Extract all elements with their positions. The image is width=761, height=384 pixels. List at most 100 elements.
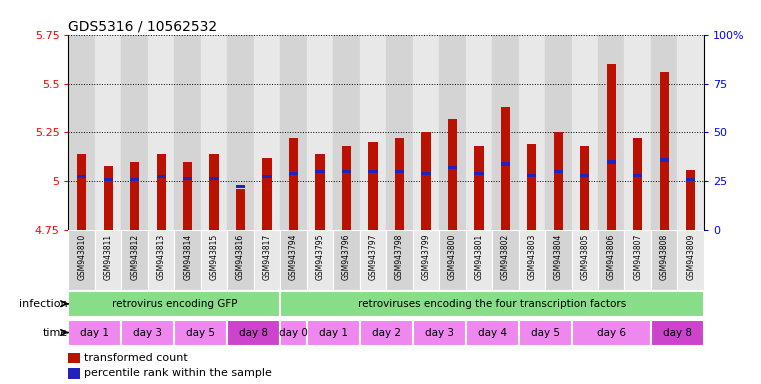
Text: day 5: day 5 (530, 328, 559, 338)
Bar (598, 230, 625, 290)
Bar (660, 158, 669, 162)
Bar (333, 35, 360, 230)
Bar (263, 158, 272, 230)
Bar (130, 178, 139, 181)
Bar (209, 177, 218, 180)
Bar (466, 320, 518, 346)
Bar (598, 35, 625, 230)
Text: GSM943796: GSM943796 (342, 233, 351, 280)
Bar (263, 175, 272, 178)
Bar (201, 230, 228, 290)
Bar (395, 138, 404, 230)
Bar (174, 35, 201, 230)
Bar (307, 230, 333, 290)
Bar (254, 230, 280, 290)
Bar (686, 178, 696, 181)
Bar (342, 170, 351, 174)
Bar (554, 132, 563, 230)
Bar (280, 291, 704, 317)
Bar (280, 320, 307, 346)
Text: day 1: day 1 (81, 328, 110, 338)
Bar (518, 320, 572, 346)
Bar (68, 368, 80, 379)
Bar (148, 230, 174, 290)
Text: GSM943814: GSM943814 (183, 233, 192, 280)
Bar (280, 35, 307, 230)
Text: GSM943803: GSM943803 (527, 233, 537, 280)
Bar (68, 35, 95, 230)
Text: GSM943815: GSM943815 (209, 233, 218, 280)
Text: GSM943798: GSM943798 (395, 233, 404, 280)
Bar (183, 177, 193, 180)
Bar (447, 119, 457, 230)
Text: GSM943812: GSM943812 (130, 233, 139, 280)
Bar (422, 172, 431, 175)
Text: GSM943808: GSM943808 (660, 233, 669, 280)
Bar (95, 230, 122, 290)
Text: retroviruses encoding the four transcription factors: retroviruses encoding the four transcrip… (358, 299, 626, 309)
Text: GSM943813: GSM943813 (157, 233, 166, 280)
Text: GSM943800: GSM943800 (448, 233, 457, 280)
Bar (572, 230, 598, 290)
Text: GSM943801: GSM943801 (474, 233, 483, 280)
Text: GDS5316 / 10562532: GDS5316 / 10562532 (68, 20, 218, 33)
Bar (122, 230, 148, 290)
Bar (580, 146, 590, 230)
Text: day 4: day 4 (478, 328, 507, 338)
Bar (686, 170, 696, 230)
Bar (651, 230, 677, 290)
Bar (651, 35, 677, 230)
Bar (236, 185, 245, 188)
Bar (174, 320, 228, 346)
Bar (254, 35, 280, 230)
Text: day 2: day 2 (371, 328, 401, 338)
Bar (236, 189, 245, 230)
Text: GSM943802: GSM943802 (501, 233, 510, 280)
Text: GSM943807: GSM943807 (633, 233, 642, 280)
Bar (554, 170, 563, 174)
Bar (130, 162, 139, 230)
Bar (360, 230, 386, 290)
Bar (342, 146, 351, 230)
Text: time: time (43, 328, 68, 338)
Bar (501, 162, 510, 166)
Bar (95, 35, 122, 230)
Text: day 8: day 8 (663, 328, 692, 338)
Bar (422, 132, 431, 230)
Text: GSM943795: GSM943795 (316, 233, 324, 280)
Bar (228, 320, 280, 346)
Text: GSM943810: GSM943810 (77, 233, 86, 280)
Text: GSM943805: GSM943805 (581, 233, 589, 280)
Bar (103, 178, 113, 181)
Text: day 8: day 8 (239, 328, 269, 338)
Bar (174, 230, 201, 290)
Bar (439, 35, 466, 230)
Bar (625, 230, 651, 290)
Bar (201, 35, 228, 230)
Bar (412, 35, 439, 230)
Text: percentile rank within the sample: percentile rank within the sample (84, 368, 272, 378)
Bar (660, 72, 669, 230)
Bar (545, 35, 572, 230)
Text: infection: infection (19, 299, 68, 309)
Text: GSM943809: GSM943809 (686, 233, 696, 280)
Bar (474, 172, 483, 175)
Bar (474, 146, 483, 230)
Bar (315, 154, 325, 230)
Text: day 1: day 1 (319, 328, 348, 338)
Bar (280, 230, 307, 290)
Text: day 3: day 3 (133, 328, 162, 338)
Bar (518, 35, 545, 230)
Bar (492, 35, 518, 230)
Text: retrovirus encoding GFP: retrovirus encoding GFP (112, 299, 237, 309)
Bar (527, 174, 537, 177)
Bar (651, 320, 704, 346)
Bar (148, 35, 174, 230)
Bar (209, 154, 218, 230)
Bar (103, 166, 113, 230)
Bar (633, 174, 642, 177)
Bar (368, 142, 377, 230)
Bar (386, 35, 412, 230)
Text: GSM943806: GSM943806 (607, 233, 616, 280)
Bar (545, 230, 572, 290)
